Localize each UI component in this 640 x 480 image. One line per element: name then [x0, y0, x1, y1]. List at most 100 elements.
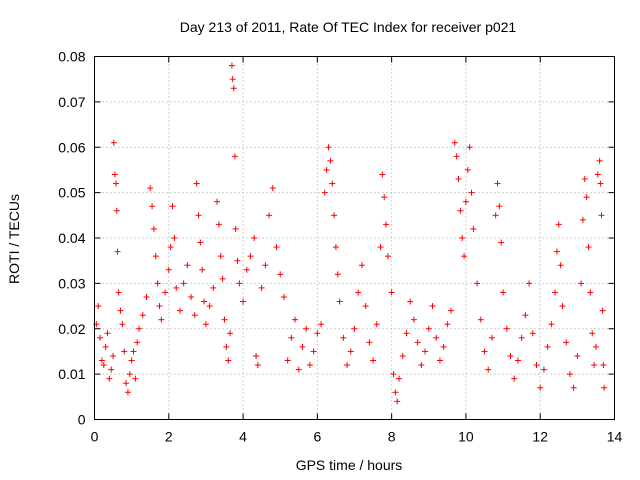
data-point — [429, 303, 436, 310]
data-point — [210, 284, 217, 291]
x-axis-label: GPS time / hours — [296, 457, 403, 473]
data-point — [570, 384, 577, 391]
data-point — [254, 362, 261, 369]
data-point — [464, 166, 471, 173]
data-point — [559, 303, 566, 310]
data-point — [158, 316, 165, 323]
data-point — [540, 366, 547, 373]
data-point — [578, 280, 585, 287]
data-point — [592, 343, 599, 350]
data-point — [110, 139, 117, 146]
data-point — [579, 216, 586, 223]
data-point — [234, 257, 241, 264]
data-point — [331, 212, 338, 219]
data-point — [318, 321, 325, 328]
data-point — [180, 280, 187, 287]
data-point — [114, 248, 121, 255]
data-point — [351, 325, 358, 332]
data-point — [511, 375, 518, 382]
data-point — [258, 284, 265, 291]
data-point — [323, 166, 330, 173]
data-point — [217, 253, 224, 260]
data-point — [126, 371, 133, 378]
data-point — [306, 362, 313, 369]
y-tick-label: 0.05 — [58, 185, 85, 201]
x-tick-label: 0 — [91, 429, 99, 445]
data-point — [113, 180, 120, 187]
data-point — [284, 357, 291, 364]
data-point — [358, 262, 365, 269]
data-point — [162, 289, 169, 296]
chart-title: Day 213 of 2011, Rate Of TEC Index for r… — [180, 19, 517, 35]
data-point — [488, 334, 495, 341]
data-point — [327, 157, 334, 164]
data-point — [496, 203, 503, 210]
data-point — [143, 293, 150, 300]
data-point — [240, 298, 247, 305]
data-point — [139, 312, 146, 319]
data-point — [503, 325, 510, 332]
data-point — [193, 180, 200, 187]
data-point — [552, 289, 559, 296]
data-point — [347, 348, 354, 355]
data-point — [448, 307, 455, 314]
data-point — [130, 348, 137, 355]
data-point — [334, 271, 341, 278]
data-point — [529, 330, 536, 337]
data-point — [477, 316, 484, 323]
data-point — [440, 343, 447, 350]
data-point — [492, 212, 499, 219]
data-point — [462, 198, 469, 205]
data-point — [229, 76, 236, 83]
data-point — [598, 212, 605, 219]
y-tick-label: 0.06 — [58, 139, 85, 155]
data-point — [227, 330, 234, 337]
x-tick-label: 2 — [165, 429, 173, 445]
x-tick-label: 12 — [532, 429, 548, 445]
y-tick-label: 0.08 — [58, 49, 85, 65]
y-tick-label: 0.07 — [58, 94, 85, 110]
data-point — [119, 321, 126, 328]
data-point — [188, 293, 195, 300]
data-point — [121, 348, 128, 355]
data-point — [514, 357, 521, 364]
data-point — [507, 352, 514, 359]
data-point — [600, 362, 607, 369]
data-point — [589, 330, 596, 337]
data-point — [474, 280, 481, 287]
data-point — [394, 398, 401, 405]
data-point — [418, 362, 425, 369]
data-point — [396, 375, 403, 382]
data-point — [453, 153, 460, 160]
data-point — [236, 280, 243, 287]
data-point — [384, 253, 391, 260]
data-point — [526, 280, 533, 287]
data-point — [466, 144, 473, 151]
data-point — [597, 180, 604, 187]
data-point — [288, 334, 295, 341]
x-tick-labels: 0 2 4 6 8 10 12 14 — [91, 429, 623, 445]
data-point — [587, 289, 594, 296]
x-tick-label: 14 — [607, 429, 623, 445]
data-point — [228, 62, 235, 69]
data-point — [388, 289, 395, 296]
y-tick-label: 0.01 — [58, 366, 85, 382]
y-tick-label: 0 — [78, 412, 86, 428]
data-point — [461, 253, 468, 260]
data-point — [444, 321, 451, 328]
data-point — [344, 362, 351, 369]
data-point — [202, 321, 209, 328]
data-point — [171, 235, 178, 241]
data-point — [214, 198, 221, 205]
y-tick-label: 0.04 — [58, 230, 85, 246]
data-point — [574, 352, 581, 359]
data-point — [459, 235, 466, 241]
data-point — [136, 325, 143, 332]
data-point — [548, 321, 555, 328]
data-point — [399, 352, 406, 359]
data-point — [436, 357, 443, 364]
data-point — [591, 362, 598, 369]
data-point — [366, 339, 373, 346]
data-point — [325, 144, 332, 151]
data-point — [106, 375, 113, 382]
